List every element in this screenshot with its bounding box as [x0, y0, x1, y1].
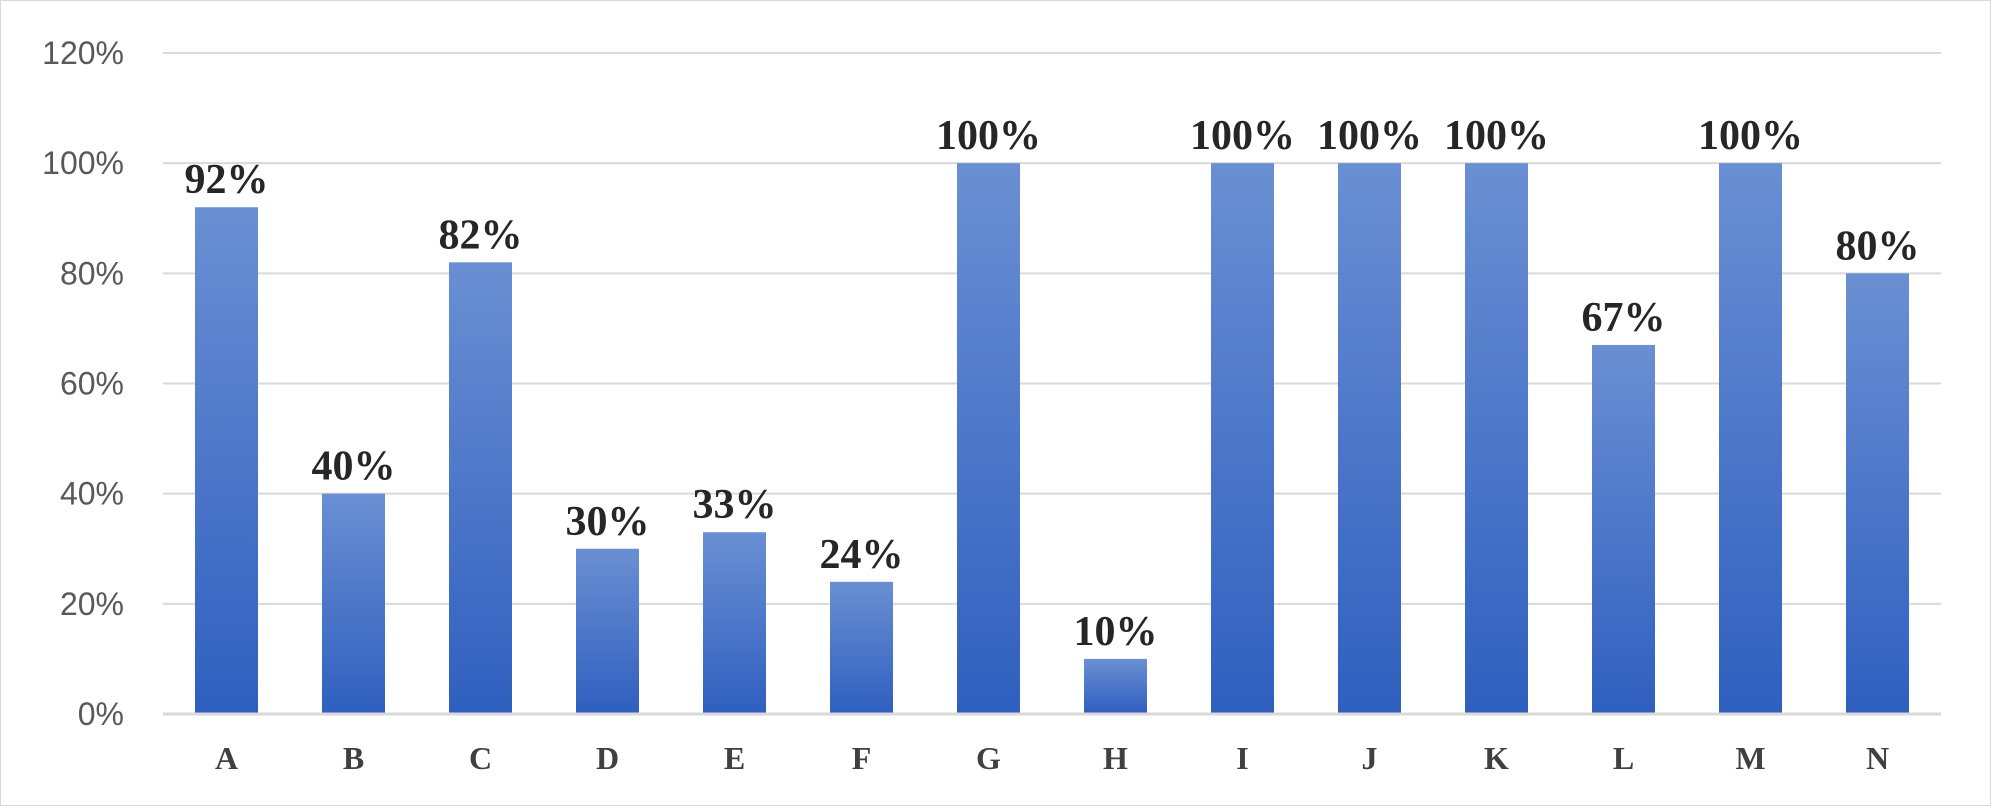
bar-h	[1084, 658, 1147, 714]
gridlines	[163, 52, 1941, 605]
x-tick-label: H	[1103, 740, 1128, 776]
data-label: 100%	[1698, 113, 1803, 159]
bar-i	[1211, 163, 1274, 714]
x-tick-label: M	[1735, 740, 1765, 776]
x-tick-label: I	[1236, 740, 1248, 776]
x-tick-label: J	[1362, 740, 1378, 776]
x-tick-label: C	[469, 740, 492, 776]
bar-a	[195, 207, 258, 714]
x-tick-label: D	[596, 740, 619, 776]
x-tick-label: G	[976, 740, 1001, 776]
y-tick-label: 20%	[60, 586, 124, 622]
y-tick-label: 100%	[42, 145, 124, 181]
bar-c	[449, 262, 512, 714]
bar-f	[830, 581, 893, 714]
data-label: 24%	[820, 532, 904, 578]
data-label: 100%	[1444, 113, 1549, 159]
bars	[195, 163, 1909, 714]
data-label: 40%	[312, 444, 396, 490]
data-label: 80%	[1836, 223, 1920, 269]
bar-b	[322, 493, 385, 714]
data-labels: 92% 40% 82% 30% 33% 24% 100% 10% 100% 100% 100% 67%…	[185, 113, 1920, 655]
x-tick-label: N	[1866, 740, 1889, 776]
x-tick-label: A	[215, 740, 238, 776]
x-tick-label: B	[343, 740, 364, 776]
y-tick-label: 80%	[60, 255, 124, 291]
bar-j	[1338, 163, 1401, 714]
data-label: 67%	[1582, 295, 1666, 341]
data-label: 100%	[1317, 113, 1422, 159]
x-tick-label: E	[724, 740, 745, 776]
data-label: 82%	[439, 212, 523, 258]
data-label: 30%	[566, 499, 650, 545]
data-label: 100%	[1190, 113, 1295, 159]
y-tick-label: 40%	[60, 476, 124, 512]
bar-n	[1846, 273, 1909, 714]
x-axis-labels: A B C D E F G H I J K L M N	[215, 740, 1889, 776]
bar-k	[1465, 163, 1528, 714]
data-label: 92%	[185, 157, 269, 203]
y-tick-label: 120%	[42, 35, 124, 71]
data-label: 33%	[693, 482, 777, 528]
y-axis-ticks: 0% 20% 40% 60% 80% 100% 120%	[42, 35, 124, 732]
bar-e	[703, 532, 766, 714]
data-label: 100%	[936, 113, 1041, 159]
bar-d	[576, 548, 639, 714]
bar-m	[1719, 163, 1782, 714]
bar-l	[1592, 344, 1655, 714]
y-tick-label: 0%	[78, 696, 124, 732]
data-label: 10%	[1074, 609, 1158, 655]
x-tick-label: L	[1613, 740, 1634, 776]
x-tick-label: K	[1484, 740, 1509, 776]
y-tick-label: 60%	[60, 366, 124, 402]
x-tick-label: F	[852, 740, 872, 776]
bar-g	[957, 163, 1020, 714]
